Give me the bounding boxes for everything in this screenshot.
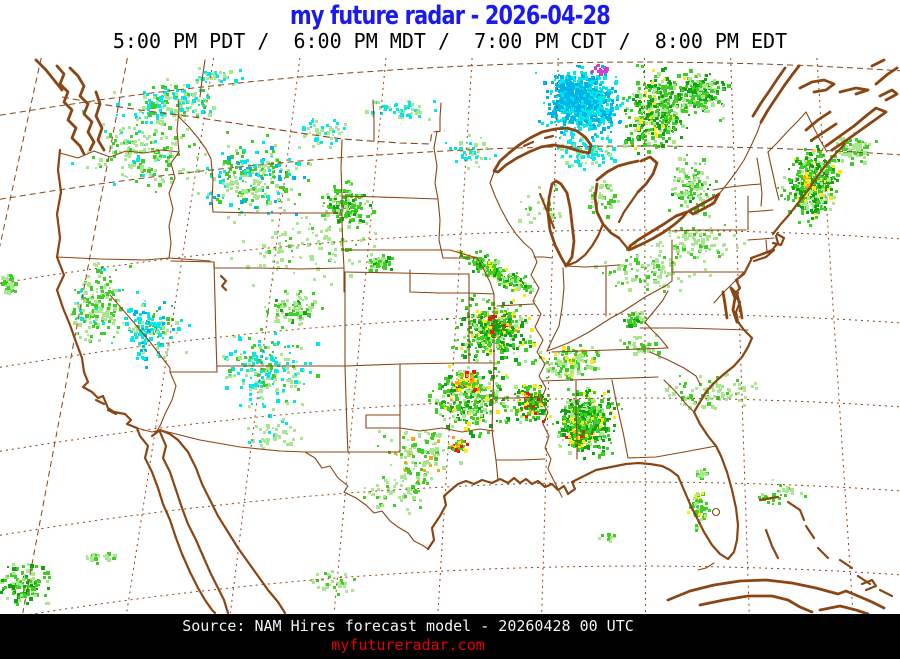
canada-border <box>61 96 446 145</box>
ohio-river <box>546 280 673 352</box>
mississippi-river <box>530 249 563 498</box>
radar-precip-layer <box>0 64 878 606</box>
gaspe-peninsula <box>798 78 836 94</box>
great-lakes <box>492 126 721 268</box>
pacific-coast <box>55 148 217 615</box>
graticule-grid <box>0 57 900 620</box>
puget-sound-coast <box>55 64 86 156</box>
cuba-coast <box>666 578 886 616</box>
st-lawrence-river <box>751 64 801 124</box>
map-header: my future radar - 2026-04-28 5:00 PM PDT… <box>0 0 900 52</box>
maine-coast <box>771 142 847 236</box>
page-title: my future radar - 2026-04-28 <box>290 1 611 31</box>
long-island <box>749 248 776 263</box>
mexico-border <box>136 427 429 550</box>
bahamas-islands <box>758 495 894 598</box>
source-attribution: Source: NAM Hires forecast model - 20260… <box>182 617 634 635</box>
chesapeake-bay <box>721 286 744 324</box>
mexico-mainland-coast <box>176 438 287 615</box>
nova-scotia <box>804 106 888 152</box>
timezone-subtitle: 5:00 PM PDT / 6:00 PM MDT / 7:00 PM CDT … <box>112 29 788 53</box>
state-borders <box>56 98 828 498</box>
gulf-coast <box>426 461 680 551</box>
cape-cod <box>771 232 786 247</box>
florida-coast <box>676 444 740 561</box>
footer-bar: Source: NAM Hires forecast model - 20260… <box>0 614 900 659</box>
map-borders-layer <box>34 58 899 616</box>
website-link[interactable]: myfutureradar.com <box>331 636 485 654</box>
anticosti-island <box>838 86 870 96</box>
atlantic-coast <box>692 234 780 448</box>
